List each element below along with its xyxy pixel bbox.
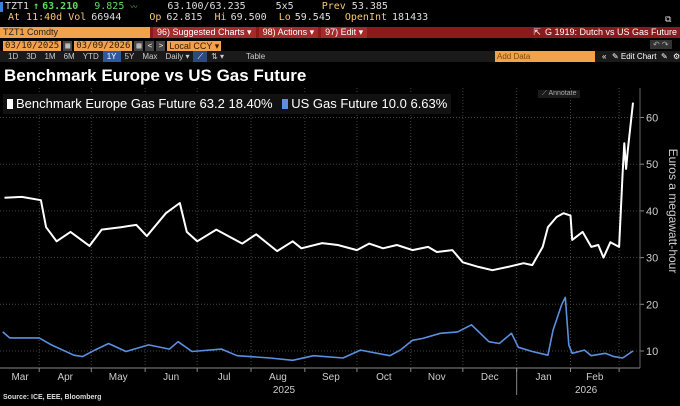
chart-name-group: ⇱ G 1919: Dutch vs US Gas Future — [529, 27, 677, 38]
high-value: 69.500 — [230, 12, 267, 23]
next-period-button[interactable]: > — [156, 40, 166, 51]
chart-name: G 1919: Dutch vs US Gas Future — [544, 27, 677, 37]
bid-ask: 63.100/63.235 — [167, 1, 246, 12]
x-tick-label: May — [109, 372, 128, 383]
popout-icon[interactable]: ⧉ — [665, 14, 672, 24]
last-price: 63.210 — [42, 1, 79, 12]
end-date-input[interactable]: 03/09/2026 — [74, 40, 133, 51]
period-1m[interactable]: 1M — [44, 52, 56, 61]
legend-change: 18.40% — [228, 96, 273, 111]
gear-icon[interactable]: ⚙ — [673, 52, 680, 61]
ticker: TZT1 — [5, 1, 30, 12]
start-date-input[interactable]: 03/10/2025 — [3, 40, 62, 51]
line-chart-icon[interactable]: ⟋ — [193, 51, 208, 62]
command-bar: TZT1 Comdty 96) Suggested Charts ▾ 98) A… — [0, 27, 680, 38]
calendar-icon[interactable]: ▦ — [134, 40, 144, 51]
openint-label: OpenInt — [344, 12, 388, 23]
x-tick-label: Nov — [428, 372, 446, 383]
legend-value: 63.2 — [199, 96, 225, 111]
x-tick-label: Jul — [218, 372, 231, 383]
quote-line-2: At 11:40d Vol 66944 Op 62.815 Hi 69.500 … — [0, 12, 428, 23]
size: 5x5 — [275, 1, 294, 12]
legend-label: Benchmark Europe Gas Future — [16, 96, 196, 111]
low-value: 59.545 — [294, 12, 331, 23]
y-tick-label: 40 — [646, 206, 658, 218]
y-tick-label: 60 — [646, 113, 658, 125]
period-1d[interactable]: 1D — [8, 52, 19, 61]
edit-menu[interactable]: 97) Edit ▾ — [321, 27, 368, 38]
security-field[interactable]: TZT1 Comdty — [0, 27, 150, 38]
x-tick-label: Sep — [322, 372, 340, 383]
y-tick-label: 20 — [646, 299, 658, 311]
period-6m[interactable]: 6M — [63, 52, 75, 61]
x-tick-label: Jan — [536, 372, 552, 383]
selection-marker — [0, 1, 3, 12]
chart-title: Benchmark Europe vs US Gas Future — [4, 66, 307, 85]
vol-label: Vol — [68, 12, 87, 23]
x-tick-label: Jun — [163, 372, 179, 383]
open-value: 62.815 — [166, 12, 203, 23]
up-arrow-icon: ↑ — [33, 1, 40, 12]
low-label: Lo — [278, 12, 291, 23]
sparkline-icon: 〰 — [130, 2, 138, 11]
legend: Benchmark Europe Gas Future 63.2 18.40% … — [3, 94, 452, 114]
year-label: 2025 — [273, 385, 296, 396]
calendar-icon[interactable]: ▦ — [63, 40, 73, 51]
date-range-row: 03/10/2025 ▦ 03/09/2026 ▦ < > Local CCY … — [0, 40, 222, 51]
x-tick-label: Dec — [481, 372, 499, 383]
period-1y[interactable]: 1Y — [102, 51, 121, 62]
high-label: Hi — [214, 12, 227, 23]
x-tick-label: Oct — [376, 372, 392, 383]
openint-value: 181433 — [392, 12, 429, 23]
vol-value: 66944 — [91, 12, 122, 23]
external-link-icon[interactable]: ⇱ — [533, 27, 541, 37]
y-tick-label: 10 — [646, 346, 658, 358]
x-tick-label: Mar — [11, 372, 29, 383]
x-tick-label: Aug — [269, 372, 287, 383]
y-tick-label: 30 — [646, 253, 658, 265]
period-max[interactable]: Max — [142, 52, 158, 61]
prev-value: 53.385 — [351, 1, 388, 12]
legend-swatch-europe — [7, 99, 13, 109]
time: At 11:40d — [8, 12, 63, 23]
add-data-input[interactable]: Add Data — [495, 51, 595, 62]
prev-label: Prev — [321, 1, 346, 12]
y-axis-label: Euros a megawatt-hour — [666, 148, 680, 274]
currency-select[interactable]: Local CCY ▾ — [167, 40, 222, 51]
year-label: 2026 — [575, 385, 598, 396]
series-line-us — [2, 296, 634, 362]
legend-change: 6.63% — [410, 96, 448, 111]
edit-chart-button[interactable]: ✎ Edit Chart — [612, 52, 657, 61]
table-button[interactable]: Table — [246, 52, 266, 61]
y-tick-label: 50 — [646, 159, 658, 171]
legend-swatch-us — [282, 99, 289, 109]
annotate-button[interactable]: ⟋ Annotate — [538, 90, 581, 98]
collapse-icon[interactable]: « — [602, 52, 607, 61]
legend-item-us[interactable]: US Gas Future 10.0 6.63% — [282, 96, 447, 111]
undo-icon[interactable]: ↶ ↷ — [650, 40, 672, 49]
chart-type-icon[interactable]: ⇅ ▾ — [211, 52, 225, 61]
open-label: Op — [149, 12, 162, 23]
period-toolbar: 1D 3D 1M 6M YTD 1Y 5Y Max Daily ▾ ⟋ ⇅ ▾ Table Add D… — [0, 51, 680, 62]
actions-menu[interactable]: 98) Actions ▾ — [258, 27, 319, 38]
prev-period-button[interactable]: < — [145, 40, 155, 51]
quote-line-1: TZT1 ↑ 63.210 9.825 〰 63.100/63.235 5x5 … — [0, 1, 388, 12]
legend-item-europe[interactable]: Benchmark Europe Gas Future 63.2 18.40% — [7, 96, 273, 111]
change: 9.825 — [94, 1, 125, 12]
period-5y[interactable]: 5Y — [124, 52, 135, 61]
draw-icon[interactable]: ✎ — [661, 52, 668, 61]
source-note: Source: ICE, EEE, Bloomberg — [3, 394, 102, 401]
x-tick-label: Apr — [57, 372, 73, 383]
suggested-charts-menu[interactable]: 96) Suggested Charts ▾ — [153, 27, 256, 38]
period-3d[interactable]: 3D — [26, 52, 37, 61]
x-tick-label: Feb — [586, 372, 604, 383]
frequency-select[interactable]: Daily ▾ — [165, 52, 190, 61]
series-line-europe — [4, 102, 634, 272]
period-ytd[interactable]: YTD — [82, 52, 99, 61]
legend-label: US Gas Future — [291, 96, 378, 111]
legend-value: 10.0 — [381, 96, 407, 111]
